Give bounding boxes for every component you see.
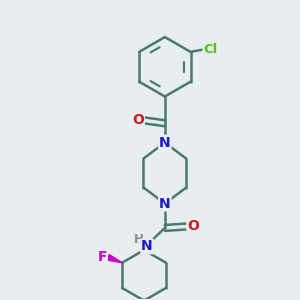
Polygon shape	[107, 255, 122, 263]
Text: N: N	[141, 239, 153, 254]
Text: N: N	[159, 136, 171, 150]
Text: Cl: Cl	[203, 43, 218, 56]
Polygon shape	[142, 247, 146, 253]
Text: F: F	[98, 250, 107, 264]
Text: H: H	[134, 233, 144, 246]
Text: O: O	[132, 113, 144, 127]
Text: N: N	[159, 196, 171, 211]
Text: O: O	[187, 219, 199, 233]
